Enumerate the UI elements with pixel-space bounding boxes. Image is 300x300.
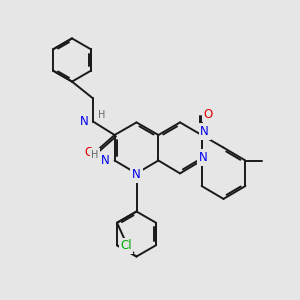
Text: N: N [80, 115, 89, 128]
Text: N: N [200, 125, 209, 138]
Text: H: H [92, 150, 99, 160]
Text: N: N [199, 151, 208, 164]
Text: Cl: Cl [120, 239, 132, 252]
Text: H: H [98, 110, 105, 121]
Text: O: O [204, 107, 213, 121]
Text: N: N [100, 154, 109, 167]
Text: O: O [85, 146, 94, 160]
Text: N: N [132, 168, 141, 182]
